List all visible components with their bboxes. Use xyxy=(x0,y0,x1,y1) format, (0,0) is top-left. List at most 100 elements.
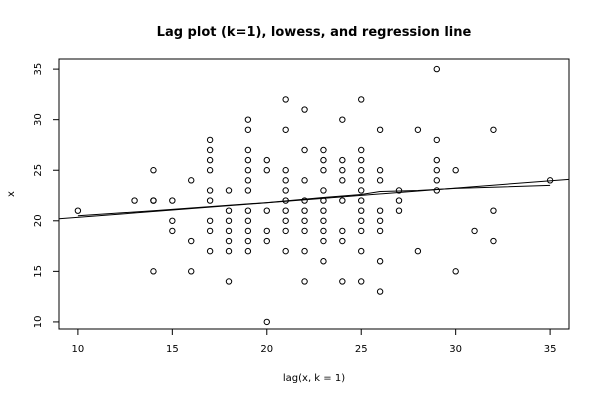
data-point xyxy=(225,278,233,285)
data-point xyxy=(282,177,289,184)
data-point xyxy=(206,146,214,154)
data-point xyxy=(263,207,270,214)
data-point xyxy=(376,177,384,184)
data-point xyxy=(225,247,233,255)
data-point xyxy=(358,227,365,235)
data-point xyxy=(395,197,403,204)
data-point xyxy=(188,177,195,184)
x-tick-label: 10 xyxy=(72,344,85,355)
data-point xyxy=(433,167,440,174)
data-point xyxy=(282,187,289,194)
data-point xyxy=(131,197,138,204)
x-tick-label: 15 xyxy=(166,344,179,355)
data-point xyxy=(206,136,214,144)
data-point xyxy=(244,207,252,214)
data-point xyxy=(320,207,327,214)
data-point xyxy=(244,116,252,123)
data-point xyxy=(376,167,384,174)
data-point xyxy=(301,106,308,113)
data-point xyxy=(376,126,384,133)
data-point xyxy=(150,268,157,275)
data-point xyxy=(244,146,252,154)
data-point xyxy=(490,237,497,245)
x-tick-label: 35 xyxy=(544,344,557,355)
data-point xyxy=(206,247,214,255)
data-point xyxy=(244,187,252,194)
data-point xyxy=(452,268,459,275)
data-point xyxy=(339,116,346,123)
data-point xyxy=(282,126,289,133)
data-point xyxy=(358,197,365,204)
y-axis-label: x xyxy=(6,191,17,197)
x-axis: 10 15 20 25 30 35 xyxy=(72,328,557,355)
data-point xyxy=(358,177,365,184)
data-point xyxy=(225,187,233,194)
data-point xyxy=(395,207,403,214)
data-point xyxy=(301,207,308,214)
y-tick-label: 10 xyxy=(33,316,44,329)
data-point xyxy=(263,237,270,245)
data-point xyxy=(244,167,252,174)
data-point xyxy=(282,247,289,255)
data-point xyxy=(358,207,365,214)
data-point xyxy=(206,156,214,164)
data-point xyxy=(263,227,270,235)
data-point xyxy=(188,237,195,245)
fit-lines xyxy=(58,178,570,220)
data-point xyxy=(433,156,440,164)
data-point xyxy=(339,197,346,204)
data-point xyxy=(206,227,214,235)
data-point xyxy=(244,237,252,245)
data-point xyxy=(358,156,365,164)
data-point xyxy=(206,217,214,224)
data-points xyxy=(74,65,554,326)
data-point xyxy=(452,167,459,174)
x-axis-label: lag(x, k = 1) xyxy=(283,373,345,384)
data-point xyxy=(150,197,157,204)
data-point xyxy=(320,227,327,235)
data-point xyxy=(206,167,214,174)
data-point xyxy=(433,65,440,73)
data-point xyxy=(282,96,289,103)
data-point xyxy=(301,146,308,154)
data-point xyxy=(414,126,422,133)
data-point xyxy=(320,167,327,174)
y-tick-label: 35 xyxy=(33,63,44,76)
data-point xyxy=(433,177,440,184)
data-point xyxy=(320,237,327,245)
data-point xyxy=(395,187,403,194)
data-point xyxy=(301,227,308,235)
data-point xyxy=(339,156,346,164)
data-point xyxy=(282,197,289,204)
data-point xyxy=(244,126,252,133)
data-point xyxy=(490,126,497,133)
data-point xyxy=(376,288,384,295)
data-point xyxy=(225,237,233,245)
y-tick-label: 15 xyxy=(33,265,44,278)
data-point xyxy=(339,278,346,285)
data-point xyxy=(358,278,365,285)
y-axis: 10 15 20 25 30 35 xyxy=(33,63,60,329)
data-point xyxy=(169,227,176,235)
data-point xyxy=(244,247,252,255)
data-point xyxy=(263,156,270,164)
data-point xyxy=(244,177,252,184)
data-point xyxy=(150,167,157,174)
data-point xyxy=(358,187,365,194)
data-point xyxy=(188,268,195,275)
data-point xyxy=(358,217,365,224)
data-point xyxy=(282,167,289,174)
data-point xyxy=(74,207,82,214)
data-point xyxy=(376,258,384,265)
data-point xyxy=(320,156,327,164)
data-point xyxy=(169,197,176,204)
data-point xyxy=(301,177,308,184)
data-point xyxy=(282,207,289,214)
data-point xyxy=(263,167,270,174)
data-point xyxy=(169,217,176,224)
chart-title: Lag plot (k=1), lowess, and regression l… xyxy=(157,25,472,40)
data-point xyxy=(244,156,252,164)
data-point xyxy=(490,207,497,214)
data-point xyxy=(263,318,270,326)
